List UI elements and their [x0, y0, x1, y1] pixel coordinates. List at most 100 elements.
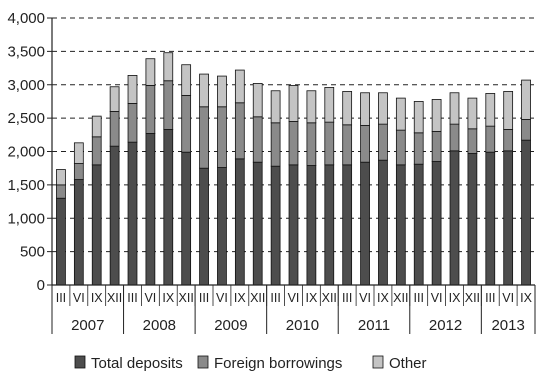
x-tick-label: VI — [431, 291, 443, 305]
x-tick-label: IX — [377, 291, 389, 305]
y-tick-label: 2,000 — [7, 144, 45, 161]
bar-segment-foreign-borrowings — [342, 124, 353, 166]
bar-segment-foreign-borrowings — [181, 95, 192, 153]
legend-label: Total deposits — [91, 355, 183, 372]
bar-segment-total-deposits — [91, 164, 102, 286]
bar-segment-foreign-borrowings — [288, 121, 299, 166]
bar-segment-foreign-borrowings — [521, 119, 531, 141]
bar-segment-total-deposits — [413, 163, 424, 286]
legend-swatch-other — [372, 355, 384, 369]
bar-segment-total-deposits — [163, 129, 174, 286]
bar-segment-total-deposits — [360, 161, 370, 286]
bar-segment-foreign-borrowings — [431, 131, 442, 162]
x-tick-label: III — [127, 291, 137, 305]
bar-segment-other — [503, 91, 514, 130]
bar-segment-foreign-borrowings — [252, 116, 263, 163]
bar-segment-other — [288, 85, 299, 122]
bar-segment-total-deposits — [467, 153, 478, 286]
year-label: 2009 — [214, 317, 247, 334]
bar-segment-total-deposits — [252, 161, 263, 286]
bar-segment-other — [431, 99, 442, 132]
legend-swatch-total-deposits — [74, 355, 86, 369]
x-axis-categories: III VI IX XII III VI IX XII III VI IX XII III VI IX XII… — [51, 285, 536, 334]
x-tick-label: XII — [179, 291, 194, 305]
bar-segment-total-deposits — [109, 145, 120, 286]
year-label: 2008 — [143, 317, 176, 334]
bar-segment-foreign-borrowings — [378, 123, 388, 161]
x-tick-label: III — [485, 291, 495, 305]
y-tick-label: 500 — [20, 244, 45, 261]
legend-label: Foreign borrowings — [214, 355, 342, 372]
x-tick-label: III — [56, 291, 66, 305]
bar-segment-foreign-borrowings — [109, 111, 120, 147]
bar-segment-other — [199, 73, 209, 108]
bar-segment-total-deposits — [503, 150, 514, 286]
x-tick-label: III — [414, 291, 424, 305]
y-tick-label: 4,000 — [7, 10, 45, 27]
bar-segment-foreign-borrowings — [306, 122, 317, 166]
y-tick-label: 3,000 — [7, 77, 45, 94]
bar-segment-foreign-borrowings — [395, 129, 406, 166]
bar-segment-other — [217, 75, 227, 108]
bar-segment-foreign-borrowings — [324, 121, 335, 166]
y-tick-label: 2,500 — [7, 110, 45, 127]
bar-segment-other — [252, 83, 263, 118]
x-tick-label: VI — [288, 291, 300, 305]
bar-segment-total-deposits — [199, 167, 209, 286]
bar-segment-total-deposits — [431, 161, 442, 286]
bar-segment-other — [234, 69, 245, 104]
x-tick-label: III — [270, 291, 280, 305]
x-tick-label: VI — [73, 291, 85, 305]
bar-segment-other — [91, 115, 102, 138]
year-label: 2011 — [358, 317, 390, 334]
bar-segment-other — [485, 93, 496, 127]
bar-segment-total-deposits — [270, 165, 281, 286]
x-tick-label: XII — [322, 291, 337, 305]
bar-segment-other — [145, 58, 156, 86]
bar-segment-total-deposits — [288, 164, 299, 286]
bar-segment-total-deposits — [127, 141, 138, 286]
x-tick-label: IX — [520, 291, 532, 305]
bar-segment-foreign-borrowings — [91, 136, 102, 166]
bar-segment-total-deposits — [73, 179, 84, 286]
x-tick-label: III — [342, 291, 352, 305]
bar-segment-foreign-borrowings — [73, 163, 84, 180]
x-tick-label: III — [199, 291, 209, 305]
legend-swatch-foreign-borrowings — [197, 355, 209, 369]
bar-segment-other — [342, 91, 353, 126]
bar-segment-other — [109, 86, 120, 112]
bar-segment-foreign-borrowings — [56, 184, 66, 199]
bar-segment-total-deposits — [485, 151, 496, 286]
y-tick-label: 0 — [37, 277, 45, 294]
bar-segment-foreign-borrowings — [485, 125, 496, 153]
year-label: 2013 — [491, 317, 524, 334]
bar-segment-other — [360, 92, 370, 126]
bar-segment-total-deposits — [521, 139, 531, 286]
bar-segment-other — [467, 97, 478, 130]
x-tick-label: XII — [465, 291, 480, 305]
x-tick-label: XII — [250, 291, 265, 305]
bar-segment-foreign-borrowings — [234, 102, 245, 160]
legend-label: Other — [389, 355, 427, 372]
bar-segment-foreign-borrowings — [449, 123, 460, 152]
bar-segment-total-deposits — [234, 158, 245, 286]
y-tick-label: 3,500 — [7, 43, 45, 60]
bar-segment-other — [127, 75, 138, 104]
bar-segment-foreign-borrowings — [503, 129, 514, 152]
bar-segment-total-deposits — [378, 159, 388, 286]
bar-segment-total-deposits — [217, 167, 227, 286]
x-tick-label: XII — [393, 291, 408, 305]
bar-segment-foreign-borrowings — [413, 132, 424, 165]
bar-segment-other — [73, 142, 84, 164]
bar-segment-other — [163, 52, 174, 82]
x-tick-label: IX — [305, 291, 317, 305]
year-label: 2012 — [429, 317, 462, 334]
year-label: 2010 — [286, 317, 319, 334]
bar-segment-foreign-borrowings — [145, 85, 156, 134]
bar-segment-other — [56, 169, 66, 186]
bars — [56, 52, 531, 286]
x-tick-label: VI — [144, 291, 156, 305]
bar-segment-other — [181, 64, 192, 96]
y-tick-label: 1,500 — [7, 177, 45, 194]
